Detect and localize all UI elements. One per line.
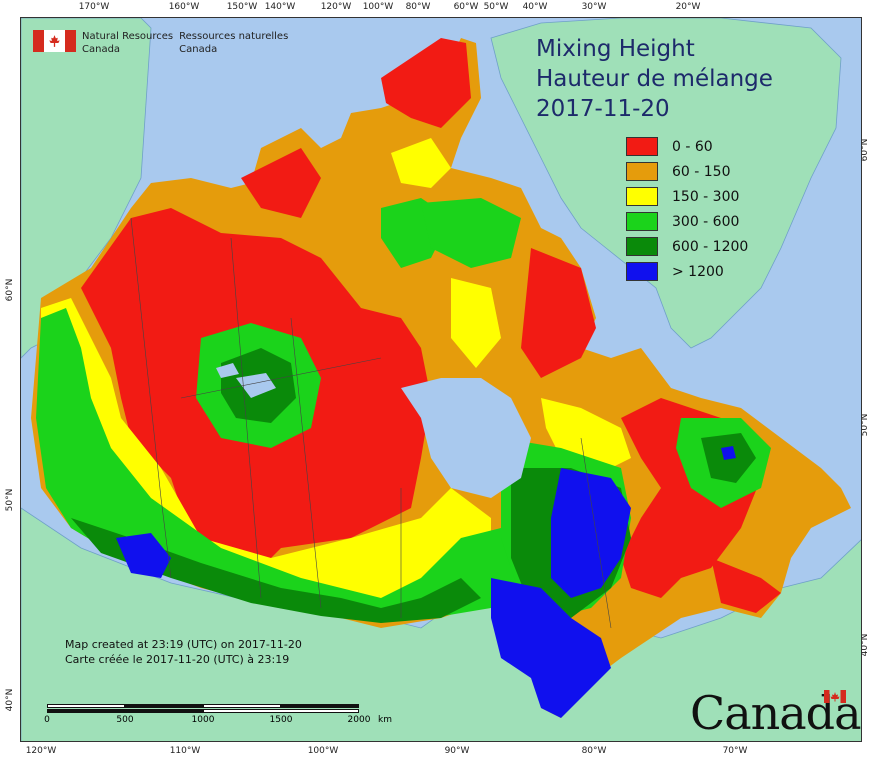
bottom-tick: 110°W [169, 746, 201, 756]
legend-swatch [626, 212, 658, 231]
top-tick: 40°W [522, 2, 548, 12]
credit-fr: Carte créée le 2017-11-20 (UTC) à 23:19 [65, 653, 290, 666]
agency-name-en: Natural Resources Canada [82, 31, 174, 55]
zone-red-ellesmere [381, 38, 471, 128]
legend-swatch [626, 262, 658, 281]
legend-swatch [626, 187, 658, 206]
scale-bar: 0 500 1000 1500 2000 km [44, 704, 392, 727]
credit-en: Map created at 23:19 (UTC) on 2017-11-20 [65, 638, 302, 651]
top-tick: 80°W [405, 2, 431, 12]
legend-label: 150 - 300 [672, 188, 740, 205]
legend-item: 300 - 600 [626, 209, 748, 234]
bottom-tick: 90°W [444, 746, 470, 756]
hudson-bay [401, 378, 531, 498]
legend-item: 150 - 300 [626, 184, 748, 209]
title-fr: Hauteur de mélange [536, 66, 773, 92]
scale-label: 1500 [269, 715, 293, 725]
legend-swatch [626, 162, 658, 181]
zone-yellow-baffin [391, 138, 451, 188]
greenland-landmass [490, 18, 842, 349]
bottom-tick: 80°W [581, 746, 607, 756]
legend-label: 600 - 1200 [672, 238, 749, 255]
scale-label: 500 [116, 715, 134, 725]
title-en: Mixing Height [536, 36, 695, 62]
zone-blue-bc-interior [116, 533, 171, 578]
map-title: Mixing Height Hauteur de mélange 2017-11… [536, 34, 773, 124]
scale-label: 0 [44, 715, 50, 725]
legend-label: 300 - 600 [672, 213, 740, 230]
legend: 0 - 60 60 - 150 150 - 300 300 - 600 600 … [626, 134, 748, 284]
map-svg [21, 18, 861, 741]
canada-flag-icon [33, 30, 76, 52]
great-bear-lake [216, 363, 239, 378]
agency-name-fr: Ressources naturelles Canada [179, 31, 289, 55]
top-tick: 20°W [675, 2, 701, 12]
zone-blue-great-lakes [491, 578, 611, 718]
zone-green-bc [36, 308, 521, 618]
legend-swatch [626, 137, 658, 156]
left-tick: 50°N [5, 488, 15, 512]
bottom-tick: 100°W [307, 746, 339, 756]
top-tick: 140°W [264, 2, 296, 12]
zone-blue-labrador-spot [721, 446, 736, 460]
left-tick: 40°N [5, 688, 15, 712]
top-tick: 50°W [483, 2, 509, 12]
top-tick: 170°W [78, 2, 110, 12]
left-tick: 60°N [5, 278, 15, 302]
zone-red-arctic [241, 148, 321, 218]
legend-label: 0 - 60 [672, 138, 713, 155]
zone-red-nb [711, 558, 781, 613]
top-tick: 150°W [226, 2, 258, 12]
top-tick: 60°W [453, 2, 479, 12]
legend-label: 60 - 150 [672, 163, 731, 180]
map-credits: Map created at 23:19 (UTC) on 2017-11-20… [65, 637, 302, 667]
top-tick: 120°W [320, 2, 352, 12]
scale-label: 1000 [191, 715, 215, 725]
zone-blue-ontario [551, 468, 631, 598]
zone-red-quebec [521, 248, 596, 378]
scale-unit: km [378, 715, 392, 725]
wordmark-flag-icon [824, 690, 846, 703]
title-date: 2017-11-20 [536, 96, 670, 122]
provincial-borders [130, 217, 612, 629]
nrcan-signature: Natural Resources Canada Ressources natu… [33, 30, 288, 56]
bottom-tick: 120°W [25, 746, 57, 756]
legend-item: 600 - 1200 [626, 234, 748, 259]
top-tick: 30°W [581, 2, 607, 12]
legend-label: > 1200 [672, 263, 724, 280]
zone-yellow-hudson [451, 278, 501, 368]
great-slave-lake [236, 373, 276, 398]
legend-item: > 1200 [626, 259, 748, 284]
zone-green-baffin [421, 198, 521, 268]
legend-item: 60 - 150 [626, 159, 748, 184]
scale-label: 2000 [347, 715, 371, 725]
bottom-tick: 70°W [722, 746, 748, 756]
top-tick: 100°W [362, 2, 394, 12]
map-canvas[interactable] [20, 17, 862, 742]
legend-item: 0 - 60 [626, 134, 748, 159]
legend-swatch [626, 237, 658, 256]
top-tick: 160°W [168, 2, 200, 12]
